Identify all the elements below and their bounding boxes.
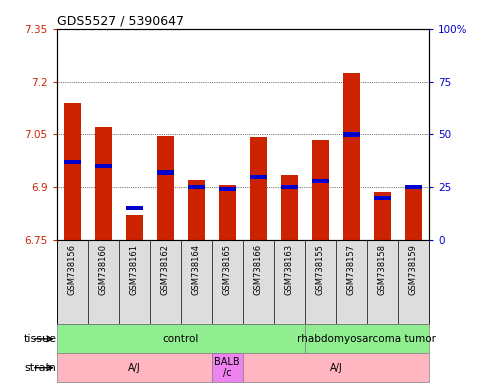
Text: tissue: tissue xyxy=(24,334,57,344)
Bar xyxy=(57,353,212,382)
Text: control: control xyxy=(163,334,199,344)
Text: GSM738156: GSM738156 xyxy=(68,244,77,295)
Text: A/J: A/J xyxy=(329,362,342,373)
Bar xyxy=(219,187,236,191)
Bar xyxy=(212,353,243,382)
Bar xyxy=(250,137,267,240)
Bar xyxy=(343,73,360,240)
Bar xyxy=(312,179,329,183)
Text: GSM738157: GSM738157 xyxy=(347,244,356,295)
Bar xyxy=(312,140,329,240)
Text: A/J: A/J xyxy=(128,362,141,373)
Bar xyxy=(188,180,205,240)
Bar xyxy=(95,127,112,240)
Bar xyxy=(243,353,429,382)
Bar xyxy=(157,136,174,240)
Text: GSM738155: GSM738155 xyxy=(316,244,325,295)
Bar xyxy=(374,196,391,200)
Bar xyxy=(64,103,81,240)
Text: GSM738159: GSM738159 xyxy=(409,244,418,295)
Bar xyxy=(281,175,298,240)
Text: GDS5527 / 5390647: GDS5527 / 5390647 xyxy=(57,15,184,28)
Bar xyxy=(64,160,81,164)
Bar xyxy=(126,206,143,210)
Bar xyxy=(250,175,267,179)
Text: GSM738161: GSM738161 xyxy=(130,244,139,295)
Bar xyxy=(219,185,236,240)
Text: GSM738165: GSM738165 xyxy=(223,244,232,295)
Bar xyxy=(126,215,143,240)
Bar xyxy=(343,132,360,137)
Text: GSM738162: GSM738162 xyxy=(161,244,170,295)
Bar xyxy=(157,170,174,174)
Text: GSM738164: GSM738164 xyxy=(192,244,201,295)
Bar xyxy=(405,185,422,240)
Text: GSM738160: GSM738160 xyxy=(99,244,108,295)
Text: BALB
/c: BALB /c xyxy=(214,357,240,379)
Bar xyxy=(281,185,298,189)
Bar xyxy=(405,185,422,189)
Text: GSM738166: GSM738166 xyxy=(254,244,263,295)
Text: GSM738158: GSM738158 xyxy=(378,244,387,295)
Bar xyxy=(57,324,305,353)
Text: rhabdomyosarcoma tumor: rhabdomyosarcoma tumor xyxy=(297,334,436,344)
Bar xyxy=(305,324,429,353)
Text: strain: strain xyxy=(25,362,57,373)
Text: GSM738163: GSM738163 xyxy=(285,244,294,295)
Bar xyxy=(95,164,112,168)
Bar xyxy=(188,185,205,189)
Bar xyxy=(374,192,391,240)
